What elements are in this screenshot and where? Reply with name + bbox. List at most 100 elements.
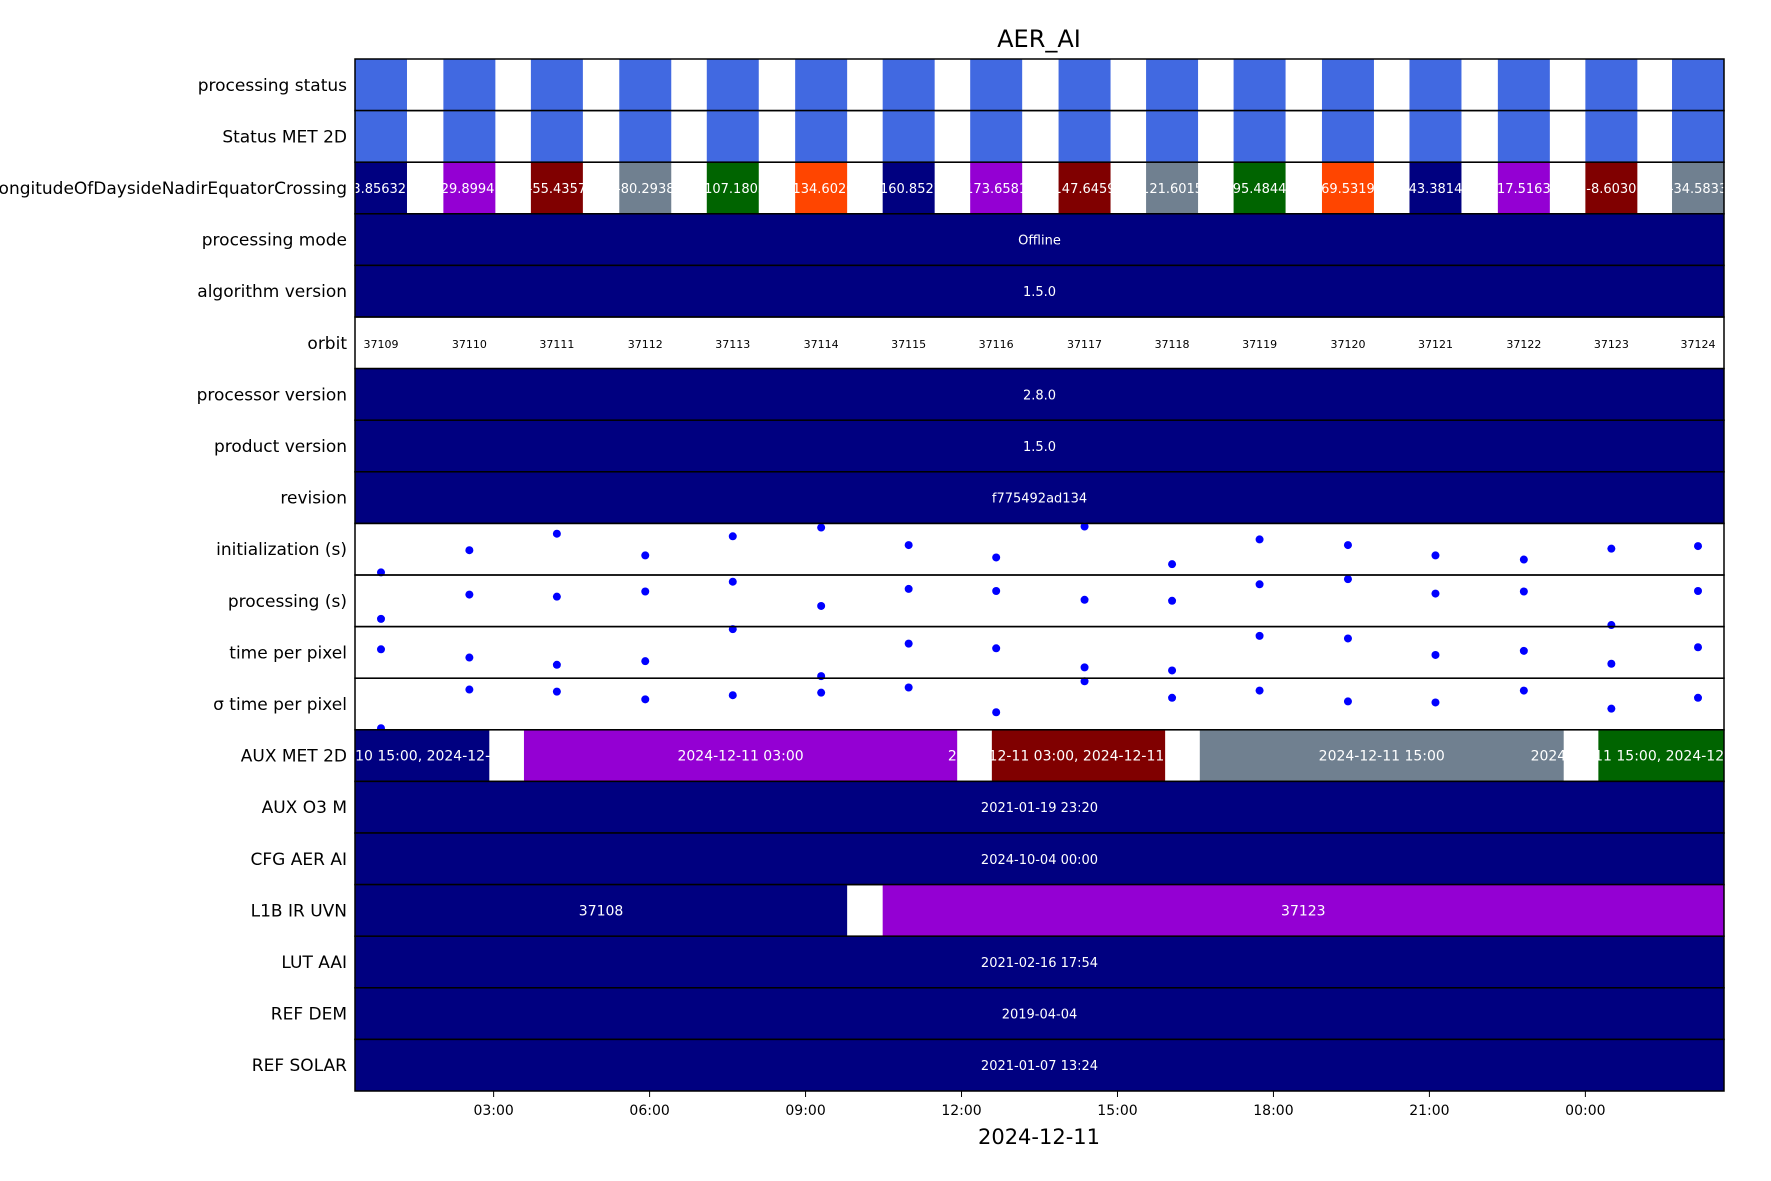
orbit-number: 37121 — [1418, 338, 1453, 351]
interval-bar — [882, 884, 1724, 937]
scatter-point — [1431, 589, 1440, 598]
status-bar — [355, 59, 407, 111]
row-17: 2021-02-16 17:54 LUT AAI — [281, 935, 1725, 989]
interval-label: 2024-12-11 03:00 — [677, 749, 803, 765]
interval-label: 2024-12-10 15:00, 2024-12-11 03:00 — [292, 749, 553, 765]
row-12: σ time per pixel — [213, 677, 1725, 733]
value-label: 95.4844 — [1233, 182, 1287, 197]
scatter-point — [641, 657, 650, 666]
x-tick-label: 15:00 — [1097, 1103, 1137, 1119]
scatter-point — [728, 577, 737, 586]
row-frame — [354, 522, 1725, 576]
status-bar — [443, 110, 496, 163]
scatter-point — [1607, 544, 1616, 553]
interval-label: 2024-12-11 03:00, 2024-12-11 15:00 — [948, 749, 1209, 765]
orbit-number: 37118 — [1155, 338, 1190, 351]
scatter-point — [1080, 663, 1089, 672]
status-bar — [1672, 110, 1724, 163]
status-bar — [882, 59, 935, 111]
row-1: Status MET 2D — [222, 109, 1725, 163]
value-label: 173.6581 — [965, 182, 1027, 197]
orbit-number: 37109 — [363, 338, 398, 351]
row-11: time per pixel — [229, 625, 1725, 681]
x-tick-label: 00:00 — [1565, 1103, 1605, 1119]
value-label: -3.856321 — [348, 182, 415, 197]
scatter-point — [552, 660, 561, 669]
constant-label: 1.5.0 — [1023, 285, 1056, 300]
x-axis-label: 2024-12-11 — [978, 1125, 1100, 1149]
interval-label: 37108 — [579, 903, 624, 919]
scatter-point — [1431, 551, 1440, 560]
scatter-point — [904, 639, 913, 648]
value-bar — [1321, 162, 1374, 214]
status-bar — [1321, 59, 1374, 111]
orbit-number: 37122 — [1506, 338, 1541, 351]
row-label: AUX MET 2D — [241, 747, 347, 767]
value-label: -8.6030 — [1586, 182, 1636, 197]
scatter-point — [728, 691, 737, 700]
scatter-point — [1694, 586, 1703, 595]
row-14: 2021-01-19 23:20 AUX O3 M — [262, 780, 1725, 834]
scatter-point — [1694, 643, 1703, 652]
orbit-number: 37119 — [1242, 338, 1277, 351]
value-label: -160.8527 — [875, 182, 942, 197]
constant-bar — [355, 213, 1724, 266]
scatter-point — [465, 590, 474, 599]
constant-label: 2021-01-07 13:24 — [981, 1059, 1098, 1074]
scatter-point — [904, 541, 913, 550]
row-10: processing (s) — [228, 574, 1725, 630]
row-frame — [354, 574, 1725, 628]
row-label: processor version — [197, 385, 347, 405]
constant-label: 2021-02-16 17:54 — [981, 956, 1098, 971]
value-bar — [1585, 162, 1638, 214]
value-label: -134.6020 — [788, 182, 855, 197]
status-bar — [970, 110, 1023, 163]
value-bar — [970, 162, 1023, 214]
row-13: 2024-12-10 15:00, 2024-12-11 03:00 2024-1… — [241, 729, 1725, 783]
row-label: algorithm version — [197, 282, 347, 302]
status-bar — [1233, 59, 1286, 111]
constant-bar — [355, 471, 1724, 524]
constant-bar — [355, 1039, 1724, 1091]
orbit-number: 37113 — [715, 338, 750, 351]
status-bar — [1409, 110, 1462, 163]
row-label: L1B IR UVN — [251, 901, 347, 921]
scatter-point — [817, 688, 826, 697]
constant-label: 2019-04-04 — [1002, 1008, 1078, 1023]
row-label: CFG AER AI — [251, 850, 347, 870]
orbit-number: 37117 — [1067, 338, 1102, 351]
row-6: 2.8.0 processor version — [197, 367, 1725, 421]
scatter-point — [1255, 535, 1264, 544]
x-tick-label: 21:00 — [1409, 1103, 1449, 1119]
value-bar — [1233, 162, 1286, 214]
row-3: Offline processing mode — [202, 213, 1725, 267]
orbit-number: 37124 — [1681, 338, 1716, 351]
chart-title: AER_AI — [997, 25, 1081, 53]
status-bar — [1672, 59, 1724, 111]
x-tick-label: 03:00 — [473, 1103, 513, 1119]
value-bar — [706, 162, 759, 214]
constant-label: Offline — [1018, 234, 1061, 249]
status-bar — [1146, 59, 1199, 111]
interval-bar — [355, 729, 490, 782]
status-bar — [882, 110, 935, 163]
x-tick-label: 18:00 — [1253, 1103, 1293, 1119]
value-label: 69.5319 — [1321, 182, 1375, 197]
row-label: processing (s) — [228, 592, 347, 612]
value-bar — [443, 162, 496, 214]
scatter-point — [1607, 621, 1616, 630]
interval-bar — [1598, 729, 1724, 782]
status-bar — [706, 110, 759, 163]
interval-bar — [355, 884, 848, 937]
status-bar — [1321, 110, 1374, 163]
status-bar — [530, 59, 583, 111]
scatter-point — [641, 587, 650, 596]
status-bar — [1497, 59, 1550, 111]
row-label: processing mode — [202, 231, 347, 251]
orbit-number: 37115 — [891, 338, 926, 351]
scatter-point — [376, 614, 385, 623]
status-bar — [530, 110, 583, 163]
orbit-number: 37110 — [452, 338, 487, 351]
